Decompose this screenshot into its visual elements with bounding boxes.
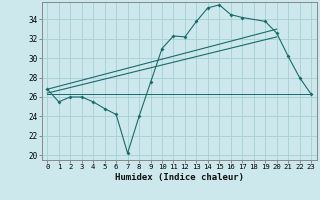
X-axis label: Humidex (Indice chaleur): Humidex (Indice chaleur) [115,173,244,182]
